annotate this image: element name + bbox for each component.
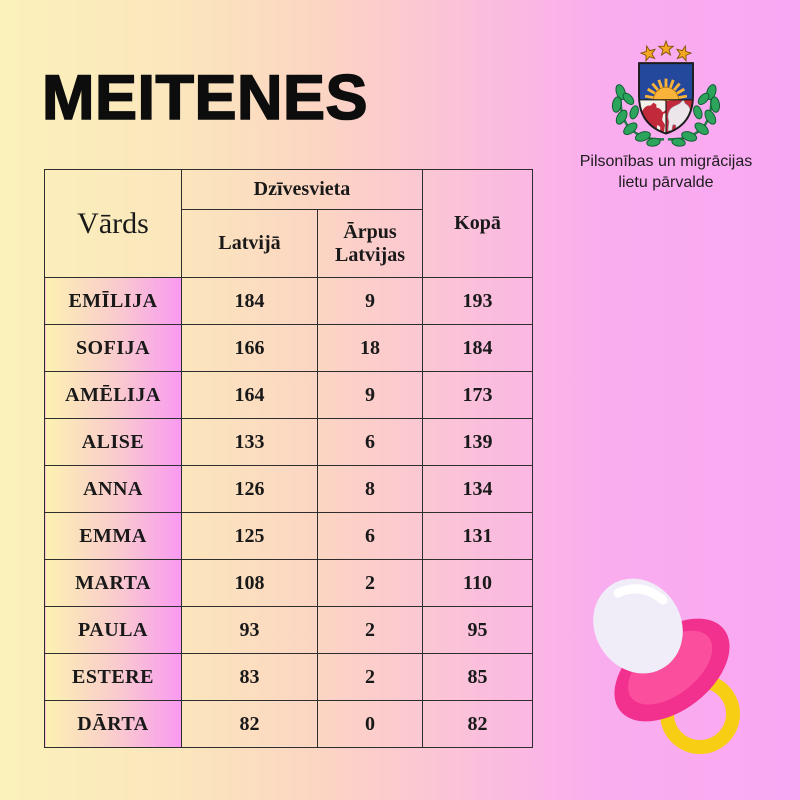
value-cell: 95 [422,606,533,654]
value-cell: 2 [317,653,423,701]
name-cell: EMMA [44,512,182,560]
agency-name: Pilsonības un migrācijas lietu pārvalde [560,152,772,194]
value-cell: 139 [422,418,533,466]
value-cell: 9 [317,277,423,325]
value-cell: 166 [181,324,318,372]
value-cell: 2 [317,559,423,607]
agency-name-line2: lietu pārvalde [618,173,714,191]
name-cell: ESTERE [44,653,182,701]
value-cell: 0 [317,700,423,748]
value-cell: 134 [422,465,533,513]
value-cell: 110 [422,559,533,607]
value-cell: 126 [181,465,318,513]
table-row: AMĒLIJA 164 9 173 [44,371,533,419]
value-cell: 2 [317,606,423,654]
name-cell: DĀRTA [44,700,182,748]
value-cell: 193 [422,277,533,325]
table-row: EMĪLIJA 184 9 193 [44,277,533,325]
column-group-residence: Dzīvesvieta [181,169,423,210]
latvia-coat-of-arms-icon [611,40,722,148]
column-header-total: Kopā [422,169,533,278]
value-cell: 131 [422,512,533,560]
value-cell: 93 [181,606,318,654]
column-header-outside-latvia: Ārpus Latvijas [317,209,423,278]
name-cell: AMĒLIJA [44,371,182,419]
name-cell: PAULA [44,606,182,654]
value-cell: 82 [422,700,533,748]
name-cell: MARTA [44,559,182,607]
value-cell: 173 [422,371,533,419]
agency-name-line1: Pilsonības un migrācijas [579,153,753,170]
value-cell: 6 [317,512,423,560]
three-stars-icon [639,40,693,63]
value-cell: 184 [422,324,533,372]
table-row: ANNA 126 8 134 [44,465,533,513]
table-row: DĀRTA 82 0 82 [44,700,533,748]
page-title: MEITENES [41,62,369,134]
value-cell: 125 [181,512,318,560]
pacifier-icon [593,578,740,754]
value-cell: 82 [181,700,318,748]
value-cell: 18 [317,324,423,372]
value-cell: 6 [317,418,423,466]
name-cell: SOFIJA [44,324,182,372]
value-cell: 184 [181,277,318,325]
column-header-name: Vārds [44,169,182,278]
value-cell: 9 [317,371,423,419]
table-row: SOFIJA 166 18 184 [44,324,533,372]
table-row: ALISE 133 6 139 [44,418,533,466]
name-cell: EMĪLIJA [44,277,182,325]
name-cell: ANNA [44,465,182,513]
names-table: Vārds Dzīvesvieta Kopā Latvijā Ārpus Lat… [44,169,533,748]
name-cell: ALISE [44,418,182,466]
value-cell: 8 [317,465,423,513]
column-header-in-latvia: Latvijā [181,209,318,278]
table-row: ESTERE 83 2 85 [44,653,533,701]
value-cell: 108 [181,559,318,607]
table-row: PAULA 93 2 95 [44,606,533,654]
value-cell: 83 [181,653,318,701]
table-row: EMMA 125 6 131 [44,512,533,560]
table-row: MARTA 108 2 110 [44,559,533,607]
pmlp-logo-block: Pilsonības un migrācijas lietu pārvalde [560,40,772,194]
value-cell: 133 [181,418,318,466]
value-cell: 85 [422,653,533,701]
value-cell: 164 [181,371,318,419]
